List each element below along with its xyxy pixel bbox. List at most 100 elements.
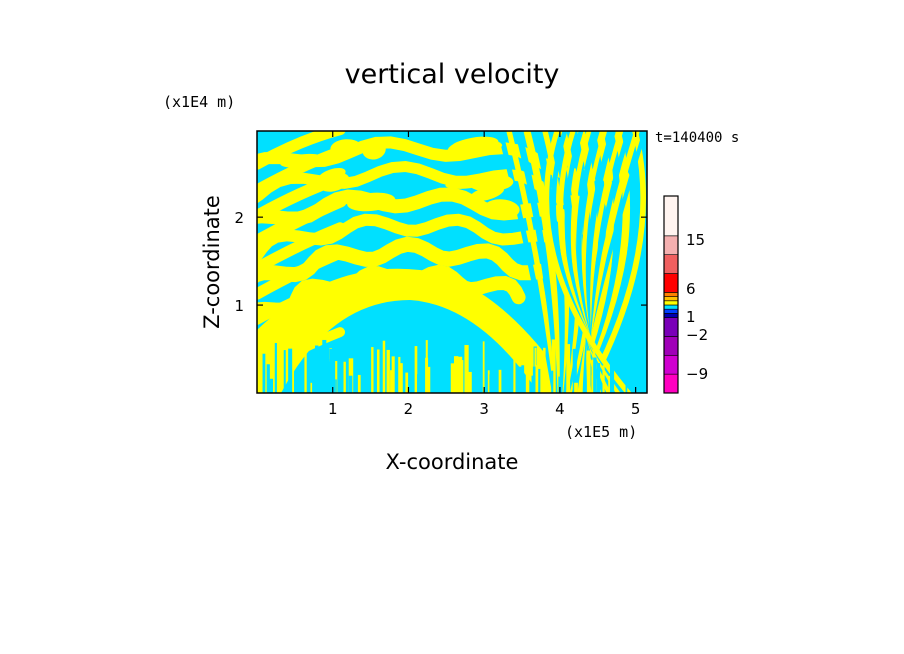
x-tick-label: 4 [555, 400, 565, 418]
velocity-band [343, 361, 346, 393]
velocity-band [427, 366, 431, 393]
chart-title: vertical velocity [345, 59, 560, 90]
velocity-band [489, 374, 493, 393]
colorbar-label: 15 [686, 231, 705, 249]
velocity-band [318, 376, 322, 393]
velocity-band [257, 327, 346, 378]
velocity-band [472, 338, 475, 393]
velocity-band [376, 349, 380, 393]
velocity-band [329, 349, 334, 393]
velocity-band [313, 349, 316, 393]
x-tick-label: 1 [328, 400, 338, 418]
velocity-band [543, 131, 632, 393]
velocity-band [517, 366, 523, 393]
velocity-band [257, 299, 347, 353]
velocity-band [347, 192, 396, 212]
velocity-band [474, 382, 477, 393]
velocity-band [535, 365, 539, 393]
y-tick-label: 2 [234, 209, 244, 227]
colorbar-level [663, 304, 679, 310]
velocity-band [425, 357, 429, 393]
velocity-band [543, 347, 546, 393]
colorbar-level [663, 296, 679, 302]
velocity-band [498, 369, 502, 393]
velocity-band [382, 340, 386, 393]
velocity-band [625, 378, 628, 393]
velocity-band [497, 131, 558, 393]
velocity-band [381, 376, 384, 393]
velocity-band [514, 131, 563, 393]
velocity-band [390, 370, 394, 393]
velocity-band [269, 378, 274, 393]
velocity-band [551, 339, 556, 393]
velocity-band [327, 361, 331, 393]
velocity-band [487, 370, 490, 393]
colorbar-frame [663, 195, 679, 394]
velocity-band [602, 365, 605, 393]
velocity-band [414, 346, 418, 393]
velocity-band [257, 146, 346, 196]
y-tick-label: 1 [234, 297, 244, 315]
velocity-band [566, 344, 571, 393]
velocity-band [532, 366, 536, 393]
velocity-band [467, 371, 472, 393]
velocity-band [262, 353, 266, 393]
velocity-band [317, 167, 346, 184]
velocity-band [405, 372, 409, 393]
velocity-band [257, 193, 347, 249]
x-unit-label: (x1E5 m) [565, 423, 637, 441]
velocity-band [335, 360, 338, 393]
velocity-band [371, 347, 374, 393]
velocity-band [505, 381, 508, 393]
colorbar-level [663, 373, 679, 394]
y-axis: 12 [234, 209, 647, 315]
velocity-band [558, 376, 562, 393]
colorbar-level [663, 317, 679, 337]
colorbar-label: 6 [686, 280, 696, 298]
x-axis-label: X-coordinate [386, 450, 519, 474]
velocity-band [464, 345, 469, 393]
velocity-band [574, 382, 578, 393]
velocity-band [410, 370, 414, 393]
velocity-band [300, 371, 305, 393]
velocity-band [572, 348, 577, 393]
velocity-band [531, 375, 534, 393]
velocity-band [450, 363, 455, 393]
velocity-band [521, 365, 525, 393]
velocity-band [398, 363, 403, 393]
velocity-band [609, 351, 615, 393]
velocity-band [440, 347, 443, 393]
velocity-band [459, 360, 464, 393]
velocity-band [479, 357, 482, 393]
velocity-band [280, 153, 323, 168]
x-axis: 1 2 3 4 5 [328, 131, 640, 418]
velocity-band [270, 351, 274, 393]
velocity-bands [257, 131, 647, 393]
colorbar-level [663, 313, 679, 318]
velocity-band [402, 378, 406, 393]
colorbar-level [663, 300, 679, 306]
velocity-band [322, 339, 327, 393]
velocity-band [304, 345, 307, 393]
velocity-band [482, 341, 485, 393]
y-unit-label: (x1E4 m) [163, 93, 235, 111]
colorbar-label: −2 [686, 326, 708, 344]
colorbar-level [663, 308, 679, 314]
velocity-band [357, 374, 361, 393]
velocity-band [288, 348, 293, 393]
y-axis-label: Z-coordinate [200, 195, 224, 329]
velocity-band [447, 136, 499, 156]
velocity-band [257, 264, 526, 317]
colorbar-label: 1 [686, 308, 696, 326]
velocity-band [391, 356, 395, 393]
velocity-band [640, 342, 643, 393]
velocity-band [526, 338, 530, 393]
velocity-band [608, 375, 612, 393]
velocity-band [266, 364, 270, 393]
velocity-band [257, 247, 346, 300]
colorbar-level [663, 292, 679, 297]
velocity-band [335, 379, 337, 393]
velocity-band [483, 200, 514, 218]
velocity-band [469, 185, 504, 202]
velocity-band [274, 343, 277, 393]
